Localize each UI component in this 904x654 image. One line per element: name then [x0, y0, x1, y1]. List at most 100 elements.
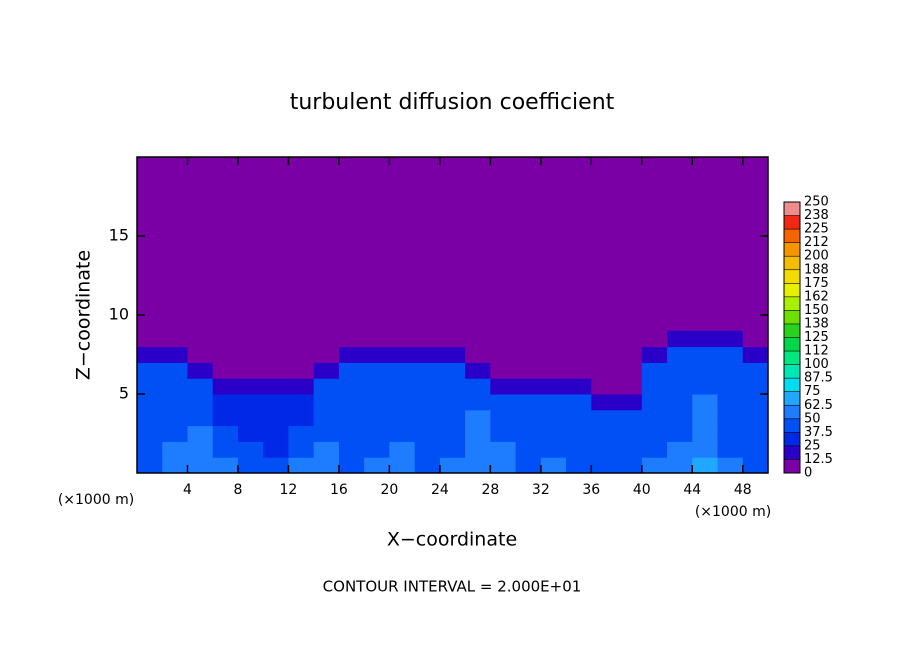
field-cell [566, 362, 592, 379]
colorbar-bin [784, 215, 800, 230]
colorbar-bin [784, 432, 800, 446]
field-cell [742, 394, 769, 411]
field-cell [641, 425, 668, 442]
field-cell [187, 330, 214, 348]
field-cell [667, 362, 693, 379]
field-cell [389, 425, 416, 442]
field-cell [490, 457, 517, 474]
field-cell [313, 409, 340, 427]
field-cell [162, 457, 188, 474]
colorbar-label: 37.5 [804, 425, 833, 440]
field-cell [338, 457, 365, 474]
field-cell [641, 330, 668, 348]
colorbar-label: 125 [804, 330, 829, 345]
field-cell [515, 457, 542, 474]
field-cell [540, 425, 567, 442]
colorbar-label: 112 [804, 344, 829, 359]
field-cell [465, 378, 491, 395]
field-cell [288, 346, 315, 363]
field-cell [389, 378, 416, 395]
field-cell [414, 362, 441, 379]
field-cell [364, 378, 390, 395]
colorbar-label: 250 [804, 195, 829, 210]
field-cell [338, 394, 365, 411]
field-cell [137, 409, 163, 427]
colorbar-label: 0 [804, 466, 812, 481]
field-cell [591, 362, 618, 379]
field-cell [237, 330, 264, 348]
field-cell [187, 362, 214, 379]
field-cell [414, 457, 441, 474]
field-cell [212, 362, 239, 379]
field-cell [288, 330, 315, 348]
field-cell [338, 330, 365, 348]
field-cell [162, 409, 188, 427]
field-cell [667, 409, 693, 427]
field-cell [692, 378, 719, 395]
colorbar-label: 87.5 [804, 371, 833, 386]
field-cell [137, 394, 163, 411]
field-cell [717, 425, 744, 442]
field-cell [616, 441, 643, 458]
field-cell [465, 441, 491, 458]
y-axis-label: Z−coordinate [73, 250, 95, 380]
field-cell [540, 457, 567, 474]
field-cell [313, 457, 340, 474]
colorbar-bin [784, 378, 800, 392]
field-cell [641, 457, 668, 474]
field-cell [389, 362, 416, 379]
colorbar-label: 138 [804, 316, 829, 331]
x-tick-label: 36 [582, 482, 600, 498]
field-cell [667, 378, 693, 395]
field-cell [389, 457, 416, 474]
field-cell [515, 378, 542, 395]
field-cell [338, 362, 365, 379]
field-cell [515, 330, 542, 348]
x-tick-label: 48 [734, 482, 752, 498]
x-tick-label: 4 [183, 482, 192, 498]
field-cell [137, 362, 163, 379]
colorbar-bin [784, 296, 800, 311]
field-cell [237, 394, 264, 411]
field-cell [717, 346, 744, 363]
field-cell [641, 378, 668, 395]
field-cell [566, 394, 592, 411]
field-cell [515, 362, 542, 379]
colorbar-bin [784, 229, 800, 243]
colorbar-bin [784, 323, 800, 338]
field-cell [288, 425, 315, 442]
field-cell [237, 425, 264, 442]
field-cell [414, 394, 441, 411]
field-cell [237, 409, 264, 427]
field-cell [263, 441, 289, 458]
field-cell [288, 441, 315, 458]
field-cell [263, 362, 289, 379]
field-cell [742, 346, 769, 363]
field-cell [591, 457, 618, 474]
colorbar-label: 12.5 [804, 452, 833, 467]
field-cell [439, 457, 466, 474]
field-cell [313, 441, 340, 458]
field-cell [212, 330, 239, 348]
field-cell [162, 425, 188, 442]
field-cell [717, 457, 744, 474]
field-cell [540, 362, 567, 379]
field-cell [566, 457, 592, 474]
colorbar-label: 50 [804, 411, 821, 426]
field-cell [439, 378, 466, 395]
field-cell [187, 425, 214, 442]
colorbar-label: 175 [804, 276, 829, 291]
field-cell [742, 409, 769, 427]
field-cell [540, 394, 567, 411]
field-cell [439, 330, 466, 348]
field-cell [490, 362, 517, 379]
colorbar-bin [784, 391, 800, 406]
field-cell [616, 409, 643, 427]
field-cell [540, 346, 567, 363]
field-cell [692, 425, 719, 442]
field-cell [389, 409, 416, 427]
field-cell [692, 394, 719, 411]
field-cell [263, 346, 289, 363]
field-cell [212, 409, 239, 427]
